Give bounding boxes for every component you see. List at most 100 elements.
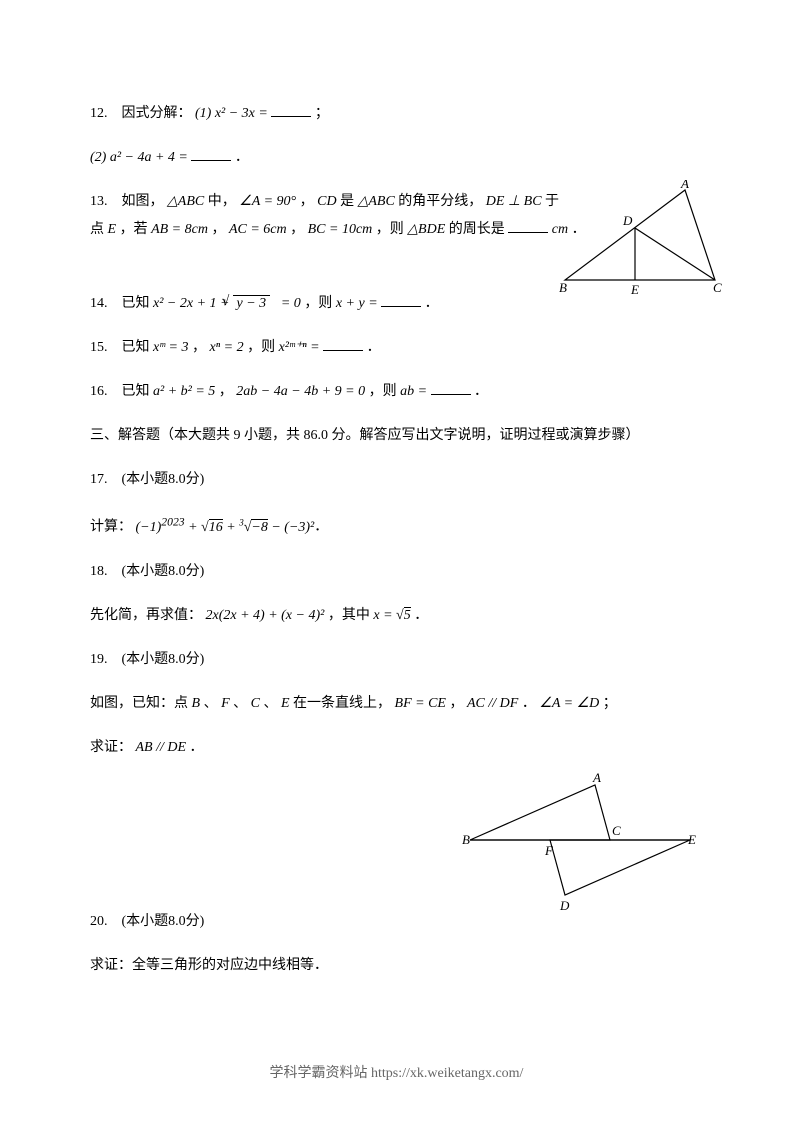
q12-part1-post: ； xyxy=(315,106,329,121)
q17-number: 17. xyxy=(90,466,118,494)
q16-text-c: ，则 xyxy=(369,384,397,399)
fig19-label-f: F xyxy=(544,843,554,858)
question-19: 19. (本小题8.0分) xyxy=(90,646,703,674)
q18-label: 先化简，再求值： xyxy=(90,608,202,623)
q18-expr1: 2x(2x + 4) + (x − 4)² xyxy=(206,608,325,623)
question-18: 18. (本小题8.0分) xyxy=(90,558,703,586)
figure-13: A D B E C xyxy=(555,180,725,300)
q16-text-a: 已知 xyxy=(122,384,150,399)
fig19-label-c: C xyxy=(612,823,621,838)
q15-text-d: ． xyxy=(367,340,381,355)
q16-expr3: ab = xyxy=(400,384,427,399)
q19-line1-h: ； xyxy=(603,696,617,711)
q12-part2-expr: a² − 4a + 4 = xyxy=(110,150,188,165)
q20-number: 20. xyxy=(90,908,118,936)
q14-blank xyxy=(381,292,421,307)
fig13-label-a: A xyxy=(680,180,689,191)
q20-points: (本小题8.0分) xyxy=(122,914,205,929)
question-19-line2: 求证： AB // DE ． xyxy=(90,734,703,762)
fig13-label-c: C xyxy=(713,280,722,295)
q13-text-c: ， xyxy=(300,194,314,209)
q14-expr1: x² − 2x + 1 + y − 3 √ = 0 xyxy=(153,294,301,311)
q19-points: (本小题8.0分) xyxy=(122,652,205,667)
q15-expr3: x²ᵐ⁺ⁿ = xyxy=(279,340,320,355)
q13-text-d: 是 xyxy=(340,194,354,209)
q19-expr8: AB // DE xyxy=(136,740,187,755)
q13-line2-e: ，则 xyxy=(376,222,404,237)
q15-number: 15. xyxy=(90,334,118,362)
q17-expr: (−1)2023 + √16 + 3√−8 − (−3)² xyxy=(136,520,315,535)
q13-expr1: △ABC xyxy=(167,194,204,209)
question-16: 16. 已知 a² + b² = 5 ， 2ab − 4a − 4b + 9 =… xyxy=(90,378,703,406)
question-12-part2: (2) a² − 4a + 4 = ． xyxy=(90,144,703,172)
question-17: 17. (本小题8.0分) xyxy=(90,466,703,494)
fig13-label-e: E xyxy=(630,282,639,297)
q13-expr8: AC = 6cm xyxy=(229,222,287,237)
q16-expr2: 2ab − 4a − 4b + 9 = 0 xyxy=(236,384,365,399)
q13-line2-b: ，若 xyxy=(120,222,148,237)
q13-expr2: ∠A = 90° xyxy=(239,194,296,209)
q15-text-c: ，则 xyxy=(247,340,275,355)
q19-number: 19. xyxy=(90,646,118,674)
q13-line2-f: 的周长是 xyxy=(449,222,505,237)
q12-part1-expr: x² − 3x = xyxy=(215,106,268,121)
q16-number: 16. xyxy=(90,378,118,406)
q13-line2-c: ， xyxy=(211,222,225,237)
q13-line2-a: 点 xyxy=(90,222,104,237)
q19-line1-c: 、 xyxy=(233,696,247,711)
fig19-label-b: B xyxy=(462,832,470,847)
q19-line2-a: 求证： xyxy=(90,740,132,755)
q15-expr1: xᵐ = 3 xyxy=(153,340,189,355)
q19-line2-b: ． xyxy=(190,740,204,755)
q19-expr4: E xyxy=(281,696,290,711)
q12-blank2 xyxy=(191,146,231,161)
q14-text-c: ． xyxy=(425,296,439,311)
q19-expr5: BF = CE xyxy=(395,696,446,711)
q13-expr7: AB = 8cm xyxy=(151,222,208,237)
q19-expr3: C xyxy=(251,696,260,711)
q14-text-a: 已知 xyxy=(122,296,150,311)
fig13-label-b: B xyxy=(559,280,567,295)
q14-expr2: x + y = xyxy=(336,296,378,311)
q19-line1-b: 、 xyxy=(204,696,218,711)
q13-expr5: DE ⊥ BC xyxy=(486,194,542,209)
q16-text-d: ． xyxy=(474,384,488,399)
q19-expr7: ∠A = ∠D xyxy=(539,696,599,711)
question-19-line1: 如图，已知：点 B 、 F 、 C 、 E 在一条直线上， BF = CE ， … xyxy=(90,690,703,718)
q15-text-a: 已知 xyxy=(122,340,150,355)
q18-points: (本小题8.0分) xyxy=(122,564,205,579)
q19-expr1: B xyxy=(192,696,201,711)
q12-blank1 xyxy=(271,102,311,117)
q15-blank xyxy=(323,336,363,351)
page-footer: 学科学霸资料站 https://xk.weiketangx.com/ xyxy=(0,1062,793,1082)
q16-blank xyxy=(431,380,471,395)
q19-line1-e: 在一条直线上， xyxy=(293,696,391,711)
q13-line2-d: ， xyxy=(290,222,304,237)
q14-number: 14. xyxy=(90,290,118,318)
q14-text-b: ，则 xyxy=(304,296,332,311)
q19-line1-a: 如图，已知：点 xyxy=(90,696,188,711)
q18-number: 18. xyxy=(90,558,118,586)
q13-expr10: △BDE xyxy=(407,222,445,237)
q12-part2-post: ． xyxy=(235,150,249,165)
parallelogram-icon: A B F C E D xyxy=(460,770,700,920)
q12-part2-pre: (2) xyxy=(90,150,106,165)
q13-expr9: BC = 10cm xyxy=(308,222,373,237)
q18-text-c: ． xyxy=(414,608,428,623)
q17-points: (本小题8.0分) xyxy=(122,472,205,487)
q19-expr6: AC // DF xyxy=(467,696,518,711)
q12-label: 因式分解： xyxy=(122,106,192,121)
question-15: 15. 已知 xᵐ = 3 ， xⁿ = 2 ，则 x²ᵐ⁺ⁿ = ． xyxy=(90,334,703,362)
q12-number: 12. xyxy=(90,100,118,128)
q13-text-b: 中， xyxy=(208,194,236,209)
question-18-body: 先化简，再求值： 2x(2x + 4) + (x − 4)² ，其中 x = √… xyxy=(90,602,703,630)
q17-label: 计算： xyxy=(90,520,132,535)
q12-part1-pre: (1) xyxy=(195,106,211,121)
q13-text-a: 如图， xyxy=(122,194,164,209)
q18-expr2: x = √5 xyxy=(373,607,410,623)
question-20-body: 求证：全等三角形的对应边中线相等． xyxy=(90,952,703,980)
q19-line1-f: ， xyxy=(449,696,463,711)
q13-blank xyxy=(508,218,548,233)
fig13-label-d: D xyxy=(622,213,633,228)
section-3-header: 三、解答题（本大题共 9 小题，共 86.0 分。解答应写出文字说明，证明过程或… xyxy=(90,422,703,450)
